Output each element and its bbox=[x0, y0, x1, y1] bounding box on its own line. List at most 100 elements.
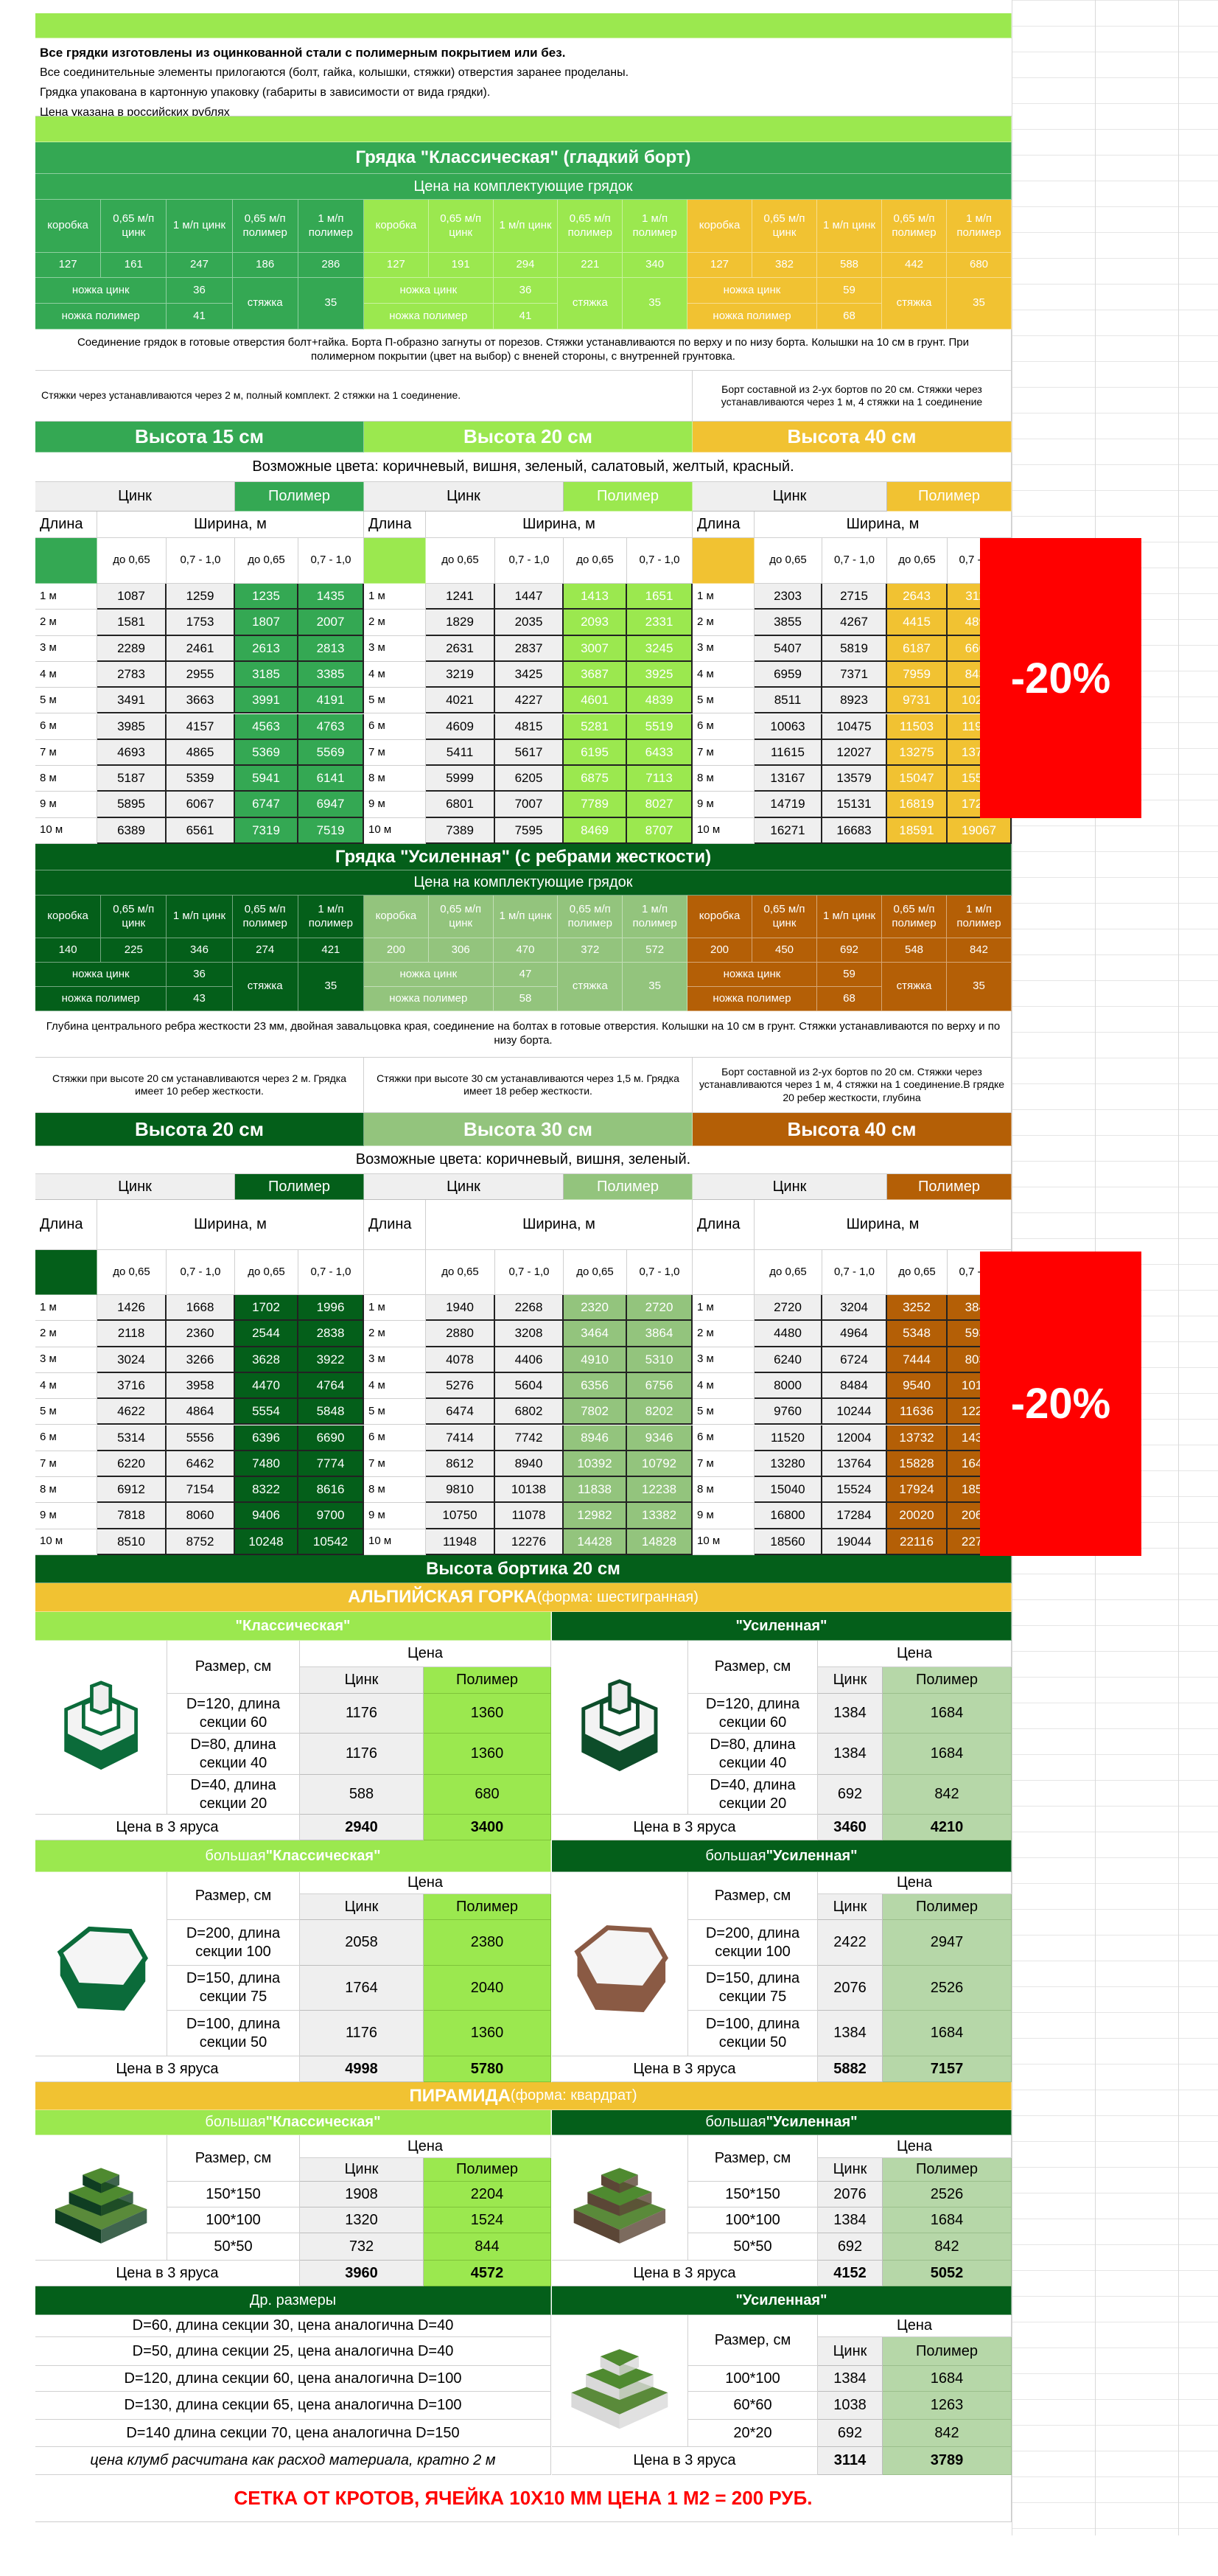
price-cell: 8202 bbox=[627, 1399, 693, 1425]
length-label: 7 м bbox=[35, 1451, 97, 1478]
price-cell: 15524 bbox=[822, 1477, 887, 1504]
price-cell: 19067 bbox=[948, 817, 1012, 844]
price-cell: 5554 bbox=[235, 1399, 298, 1425]
price-cell: 7444 bbox=[887, 1347, 948, 1373]
price-cell: 3491 bbox=[97, 688, 167, 714]
size-header: Размер, см bbox=[167, 1641, 300, 1694]
price-cell: 6947 bbox=[298, 792, 364, 818]
price-cell: 13275 bbox=[887, 739, 948, 767]
leg-zinc-label: ножка цинк bbox=[364, 963, 494, 987]
discount-badge-reinforced: -20% bbox=[980, 1252, 1141, 1556]
polymer-header: Полимер bbox=[883, 2337, 1012, 2366]
size-label: 100*100 bbox=[167, 2207, 300, 2233]
part-price: 225 bbox=[101, 938, 167, 963]
length-label: 7 м bbox=[693, 739, 755, 767]
price-cell: 7319 bbox=[235, 817, 298, 844]
zinc-price: 692 bbox=[818, 1775, 883, 1815]
price-cell: 12004 bbox=[822, 1425, 887, 1451]
price-cell: 3687 bbox=[564, 661, 627, 688]
tie-price: 35 bbox=[947, 278, 1012, 329]
price-cell: 13382 bbox=[627, 1503, 693, 1529]
length-label: 7 м bbox=[364, 1451, 426, 1478]
polymer-price: 1524 bbox=[424, 2207, 551, 2233]
price-cell: 5281 bbox=[564, 713, 627, 740]
part-price: 306 bbox=[428, 938, 494, 963]
width-range-header: до 0,65 bbox=[426, 1250, 495, 1295]
price-cell: 5604 bbox=[495, 1372, 564, 1400]
other-size-line: D=50, длина секции 25, цена аналогична D… bbox=[35, 2337, 551, 2366]
price-cell: 12238 bbox=[627, 1477, 693, 1504]
leg-poly-label: ножка полимер bbox=[687, 987, 817, 1011]
polymer-price: 1684 bbox=[883, 1694, 1012, 1734]
total-label: Цена в 3 яруса bbox=[552, 2056, 818, 2082]
zinc-header: Цинк bbox=[364, 482, 564, 512]
price-cell: 6396 bbox=[235, 1425, 298, 1451]
price-cell: 1259 bbox=[167, 584, 235, 610]
price-cell: 11636 bbox=[887, 1399, 948, 1425]
size-label: D=40, длина секции 20 bbox=[688, 1775, 818, 1815]
price-cell: 16819 bbox=[887, 792, 948, 818]
polymer-header: Полимер bbox=[564, 1174, 693, 1200]
width-range-header: 0,7 - 1,0 bbox=[627, 1250, 693, 1295]
length-label: 8 м bbox=[693, 766, 755, 792]
intro-line: Все грядки изготовлены из оцинкованной с… bbox=[40, 46, 566, 60]
other-size-line: D=140 длина секции 70, цена аналогична D… bbox=[35, 2420, 551, 2447]
panel-header-prefix: большая bbox=[205, 2114, 266, 2130]
price-cell: 5276 bbox=[426, 1372, 495, 1400]
width-range-header: до 0,65 bbox=[235, 1250, 298, 1295]
price-cell: 6474 bbox=[426, 1399, 495, 1425]
size-label: D=120, длина секции 60 bbox=[167, 1694, 300, 1734]
zinc-price: 692 bbox=[818, 2420, 883, 2447]
price-cell: 6690 bbox=[298, 1425, 364, 1451]
width-range-header: до 0,65 bbox=[755, 1250, 822, 1295]
length-label: 9 м bbox=[693, 792, 755, 818]
part-price: 140 bbox=[35, 938, 102, 963]
part-price: 294 bbox=[493, 253, 559, 278]
price-cell: 10138 bbox=[495, 1477, 564, 1504]
zinc-header: Цинк bbox=[35, 482, 235, 512]
part-header: коробка bbox=[35, 200, 102, 253]
polymer-price: 1360 bbox=[424, 1694, 551, 1734]
corner-cell bbox=[693, 1250, 755, 1295]
length-label: 6 м bbox=[364, 1425, 426, 1451]
intro-text: Все грядки изготовлены из оцинкованной с… bbox=[35, 38, 1012, 116]
price-cell: 15131 bbox=[822, 792, 887, 818]
width-header: Ширина, м bbox=[426, 512, 693, 538]
length-label: 6 м bbox=[693, 713, 755, 740]
part-price: 442 bbox=[882, 253, 947, 278]
length-label: 7 м bbox=[693, 1451, 755, 1478]
size-header: Размер, см bbox=[688, 1641, 818, 1694]
price-cell: 6875 bbox=[564, 766, 627, 792]
panel-header: большая "Классическая" bbox=[35, 1840, 551, 1872]
zinc-header: Цинк bbox=[818, 2337, 883, 2366]
panel-header-prefix: большая bbox=[705, 1847, 766, 1864]
price-cell: 6756 bbox=[627, 1372, 693, 1400]
price-cell: 12982 bbox=[564, 1503, 627, 1529]
price-cell: 13167 bbox=[755, 766, 822, 792]
part-header: 1 м/п полимер bbox=[623, 896, 687, 938]
price-cell: 1829 bbox=[426, 610, 495, 636]
size-label: 150*150 bbox=[688, 2182, 818, 2207]
part-price: 247 bbox=[167, 253, 233, 278]
price-cell: 2118 bbox=[97, 1321, 167, 1347]
price-cell: 8060 bbox=[167, 1503, 235, 1529]
price-cell: 8000 bbox=[755, 1372, 822, 1400]
price-cell: 3925 bbox=[627, 661, 693, 688]
length-label: 7 м bbox=[364, 739, 426, 767]
size-label: D=40, длина секции 20 bbox=[167, 1775, 300, 1815]
price-cell: 2643 bbox=[887, 584, 948, 610]
width-header: Ширина, м bbox=[97, 1200, 364, 1250]
polymer-price: 842 bbox=[883, 1775, 1012, 1815]
price-cell: 1241 bbox=[426, 584, 495, 610]
part-price: 161 bbox=[101, 253, 167, 278]
price-cell: 10392 bbox=[564, 1451, 627, 1478]
part-price: 421 bbox=[298, 938, 364, 963]
price-cell: 15047 bbox=[887, 766, 948, 792]
price-cell: 3208 bbox=[495, 1321, 564, 1347]
polymer-header: Полимер bbox=[424, 1894, 551, 1920]
length-label: 5 м bbox=[693, 688, 755, 714]
price-cell: 7480 bbox=[235, 1451, 298, 1478]
length-label: 2 м bbox=[364, 610, 426, 636]
part-header: 1 м/п полимер bbox=[947, 200, 1012, 253]
size-label: D=150, длина секции 75 bbox=[167, 1966, 300, 2011]
